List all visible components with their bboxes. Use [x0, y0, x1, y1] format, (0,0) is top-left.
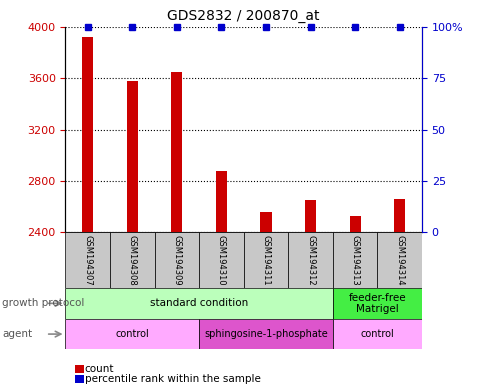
Text: GSM194314: GSM194314 — [394, 235, 403, 285]
Bar — [332, 319, 421, 349]
Bar — [65, 232, 110, 288]
Text: GSM194310: GSM194310 — [216, 235, 226, 285]
Bar — [332, 288, 421, 319]
Bar — [171, 73, 182, 232]
Bar — [243, 232, 287, 288]
Text: growth protocol: growth protocol — [2, 298, 85, 308]
Bar — [349, 216, 360, 232]
Bar — [215, 170, 227, 232]
Text: feeder-free
Matrigel: feeder-free Matrigel — [348, 293, 406, 314]
Bar — [126, 81, 137, 232]
Text: GSM194308: GSM194308 — [128, 235, 136, 286]
Bar — [393, 199, 405, 232]
Title: GDS2832 / 200870_at: GDS2832 / 200870_at — [167, 9, 319, 23]
Text: sphingosine-1-phosphate: sphingosine-1-phosphate — [204, 329, 327, 339]
Bar — [65, 319, 199, 349]
Bar — [287, 232, 332, 288]
Text: GSM194307: GSM194307 — [83, 235, 92, 286]
Bar — [65, 288, 332, 319]
Text: agent: agent — [2, 329, 32, 339]
Bar — [199, 319, 332, 349]
Bar — [154, 232, 199, 288]
Bar — [377, 232, 421, 288]
Text: GSM194309: GSM194309 — [172, 235, 181, 285]
Text: GSM194312: GSM194312 — [305, 235, 315, 285]
Text: GSM194311: GSM194311 — [261, 235, 270, 285]
Text: control: control — [115, 329, 149, 339]
Text: percentile rank within the sample: percentile rank within the sample — [85, 374, 260, 384]
Text: standard condition: standard condition — [150, 298, 248, 308]
Bar — [82, 37, 93, 232]
Text: count: count — [85, 364, 114, 374]
Bar — [332, 232, 377, 288]
Bar — [260, 212, 271, 232]
Bar — [304, 200, 316, 232]
Text: control: control — [360, 329, 393, 339]
Bar — [110, 232, 154, 288]
Text: GSM194313: GSM194313 — [350, 235, 359, 286]
Bar — [199, 232, 243, 288]
